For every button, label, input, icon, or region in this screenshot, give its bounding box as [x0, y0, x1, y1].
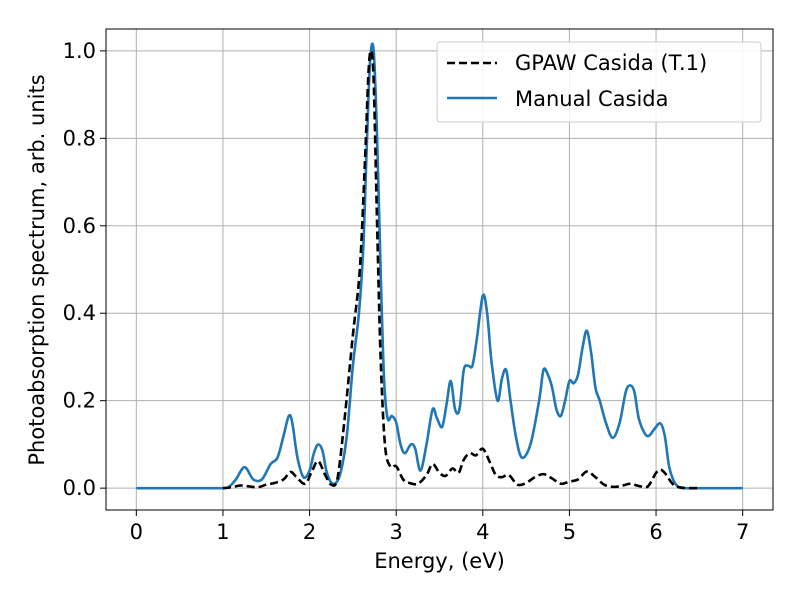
legend: GPAW Casida (T.1) Manual Casida	[436, 41, 762, 123]
y-tick-label: 1.0	[63, 39, 96, 63]
y-axis-label: Photoabsorption spectrum, arb. units	[25, 74, 49, 465]
series-layer	[136, 42, 743, 490]
y-tick-label: 0.8	[63, 126, 96, 150]
legend-box	[436, 41, 762, 123]
x-axis-label: Energy, (eV)	[374, 549, 505, 573]
x-tick-label: 6	[649, 520, 662, 544]
x-tick-label: 7	[736, 520, 749, 544]
legend-label-gpaw: GPAW Casida (T.1)	[515, 51, 707, 75]
x-tick-label: 0	[130, 520, 143, 544]
x-tick-label: 5	[563, 520, 576, 544]
axes-frame	[105, 28, 774, 511]
y-tick-label: 0.4	[63, 301, 96, 325]
series-line-gpaw-casida	[222, 49, 700, 490]
y-tick-label: 0.2	[63, 389, 96, 413]
x-tick-label: 4	[476, 520, 489, 544]
x-tick-label: 2	[303, 520, 316, 544]
y-tick-label: 0.0	[63, 476, 96, 500]
series-line-manual-casida	[136, 42, 743, 490]
legend-label-manual: Manual Casida	[515, 87, 669, 111]
x-tick-label: 3	[390, 520, 403, 544]
x-ticks: 0 1 2 3 4 5 6 7	[130, 510, 749, 544]
x-tick-label: 1	[216, 520, 229, 544]
y-tick-label: 0.6	[63, 214, 96, 238]
y-ticks: 0.0 0.2 0.4 0.6 0.8 1.0	[63, 39, 106, 500]
